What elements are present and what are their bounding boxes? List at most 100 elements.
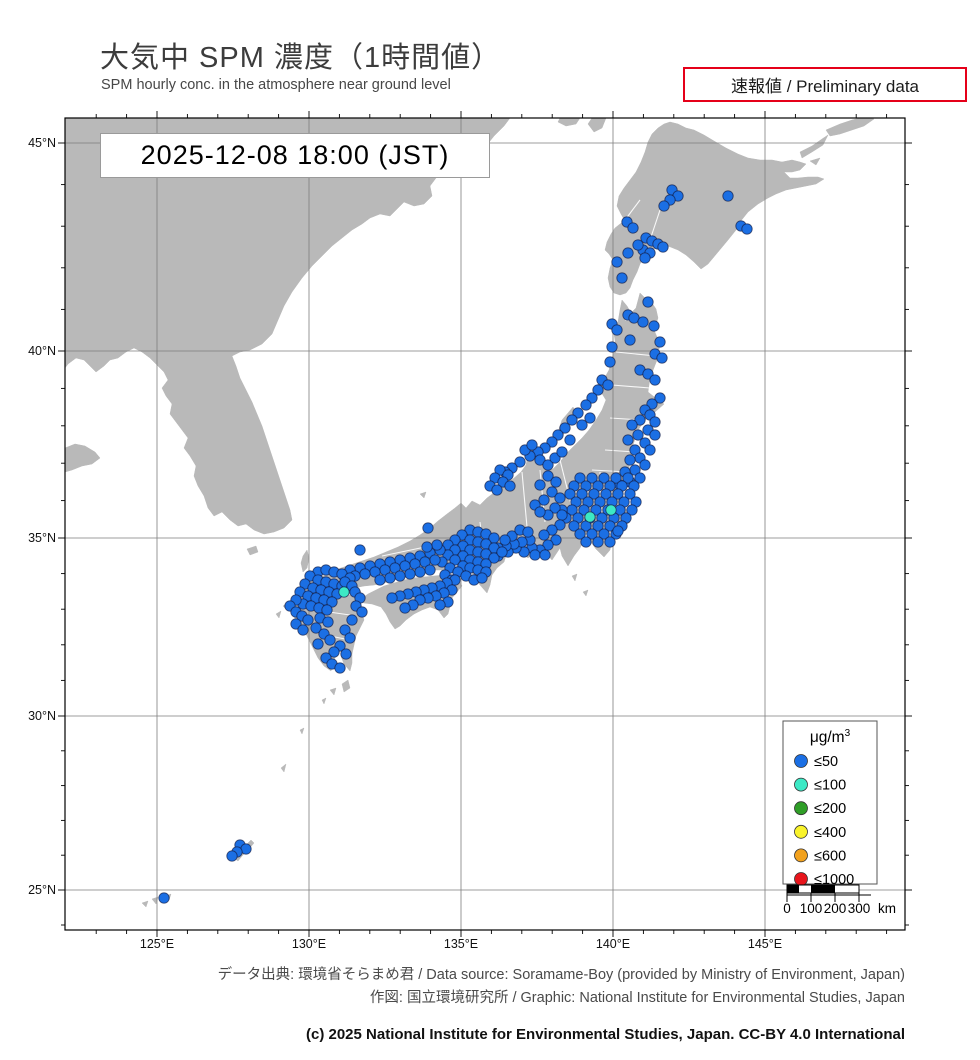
station-dot-le50 [568, 520, 580, 532]
station-dot-le50 [539, 549, 551, 561]
station-dot-le50 [566, 414, 578, 426]
station-dot-le50 [564, 488, 576, 500]
station-dot-le50 [584, 412, 596, 424]
prefecture-border [611, 384, 651, 389]
station-dot-le50 [529, 549, 541, 561]
station-dot-le50 [434, 599, 446, 611]
station-dot-le50 [550, 534, 562, 546]
landmass [587, 118, 607, 133]
station-dot-le50 [339, 624, 351, 636]
station-dot-le50 [598, 528, 610, 540]
station-dot-le50 [386, 592, 398, 604]
station-dot-le50 [431, 539, 443, 551]
legend: μg/m3 ≤50 ≤100 ≤200 ≤400 ≤600 ≤1000 [782, 720, 878, 888]
station-dot-le50 [611, 324, 623, 336]
legend-dot-le600 [794, 848, 808, 863]
station-dot-le50 [602, 379, 614, 391]
scalebar-unit: km [878, 901, 896, 916]
station-dot-le50 [741, 223, 753, 235]
station-dot-le50 [546, 524, 558, 536]
station-dot-le50 [550, 476, 562, 488]
station-dot-le50 [344, 632, 356, 644]
station-dot-le50 [626, 504, 638, 516]
station-dot-le50 [499, 534, 511, 546]
page-subtitle: SPM hourly conc. in the atmosphere near … [101, 77, 451, 93]
station-dot-le50 [622, 247, 634, 259]
station-dot-le50 [604, 356, 616, 368]
footer-copyright: (c) 2025 National Institute for Environm… [305, 1026, 905, 1043]
prefecture-border [559, 459, 573, 509]
landmass [246, 545, 259, 556]
longitude-label: 125°E [140, 937, 174, 951]
legend-label-le100: ≤100 [814, 778, 846, 794]
station-dot-le50 [414, 566, 426, 578]
legend-title-sup: 3 [845, 728, 851, 739]
landmass [557, 118, 581, 127]
station-dot-le50 [488, 552, 500, 564]
station-dot-le50 [612, 525, 624, 537]
station-dot-le50 [514, 456, 526, 468]
legend-title: μg/m3 [810, 728, 851, 746]
station-dot-le50 [542, 539, 554, 551]
longitude-label: 130°E [292, 937, 326, 951]
landmass [825, 118, 875, 137]
station-dot-le50 [610, 472, 622, 484]
station-dot-le50 [656, 352, 668, 364]
latitude-label: 35°N [28, 531, 56, 545]
station-dot-le50 [324, 634, 336, 646]
footer-graphic-credit: 作図: 国立環境研究所 / Graphic: National Institut… [369, 990, 905, 1006]
station-dot-le50 [494, 464, 506, 476]
landmass [275, 610, 282, 619]
station-dot-le50 [556, 446, 568, 458]
station-dot-le50 [297, 624, 309, 636]
station-dot-le50 [627, 222, 639, 234]
map-frame [64, 117, 906, 931]
station-dot-le50 [649, 374, 661, 386]
prefecture-border [649, 209, 661, 241]
station-dot-le50 [424, 564, 436, 576]
scalebar-segment [811, 885, 835, 893]
station-dot-le50 [639, 459, 651, 471]
legend-dot-le1000 [794, 872, 808, 886]
station-dot-le50 [611, 256, 623, 268]
station-dot-le50 [629, 444, 641, 456]
landmass [329, 687, 337, 696]
latitude-label: 30°N [28, 709, 56, 723]
legend-label-le600: ≤600 [814, 848, 846, 864]
axis-labels: 45°N 40°N 35°N 30°N 25°N 125°E 130°E 135°E 140°E… [28, 136, 782, 951]
station-dot-le50 [538, 529, 550, 541]
station-dot-le50 [622, 472, 634, 484]
station-dot-le50 [624, 454, 636, 466]
station-dot-le50 [632, 239, 644, 251]
station-dot-le50 [634, 414, 646, 426]
longitude-label: 140°E [596, 937, 630, 951]
station-dot-le50 [622, 434, 634, 446]
landmass [582, 589, 589, 597]
scalebar-label: 200 [824, 901, 847, 916]
scalebar-label: 0 [783, 901, 791, 916]
station-dot-le50 [394, 570, 406, 582]
station-dot-le50 [534, 454, 546, 466]
landmass [65, 118, 511, 535]
legend-label-le1000: ≤1000 [814, 872, 854, 888]
station-dot-le50 [359, 568, 371, 580]
latitude-label: 25°N [28, 883, 56, 897]
station-dot-le100 [584, 511, 596, 523]
station-dot-le50 [310, 622, 322, 634]
scalebar-label: 100 [800, 901, 823, 916]
latitude-label: 40°N [28, 344, 56, 358]
station-dot-le50 [592, 520, 604, 532]
station-dot-le50 [340, 648, 352, 660]
scale-bar: 0 100 200 300 km [783, 884, 896, 916]
station-dot-le50 [328, 646, 340, 658]
station-dot-le50 [649, 416, 661, 428]
landmass [341, 679, 351, 693]
station-dot-le50 [580, 536, 592, 548]
station-dot-le50 [384, 572, 396, 584]
station-dot-le50 [624, 334, 636, 346]
station-dot-le50 [226, 850, 238, 862]
station-dot-le50 [334, 662, 346, 674]
station-dot-le50 [722, 190, 734, 202]
landmass [571, 573, 578, 582]
station-dot-le50 [574, 472, 586, 484]
